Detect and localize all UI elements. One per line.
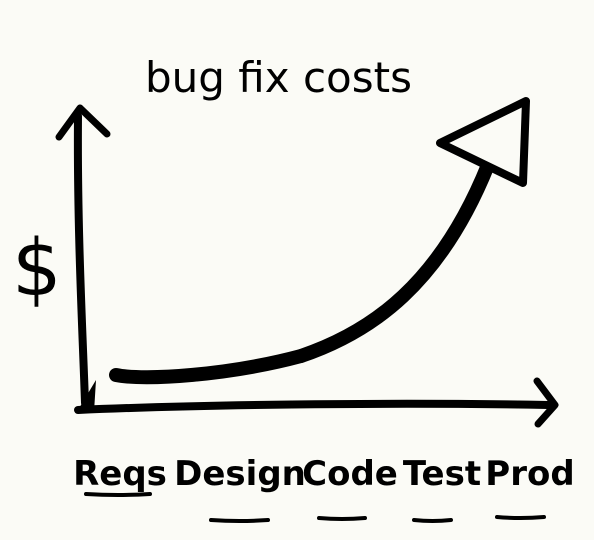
chart-title: bug fix costs [145,53,412,102]
x-axis-line [74,399,552,414]
cost-curve-arrowhead [436,97,530,187]
cost-curve-start [109,349,308,385]
x-tick-underlines [84,492,546,523]
series-layer [109,97,530,385]
x-axis-arrowhead [533,377,559,428]
x-tick-label-test: Test [403,454,481,494]
x-tick-underline-code [317,516,367,521]
x-tick-label-reqs: Reqs [73,454,167,494]
x-tick-underline-prod [495,515,546,520]
x-tick-underline-reqs [84,492,152,497]
y-axis-arrowhead [55,104,111,141]
x-tick-label-code: Code [302,454,398,494]
y-axis-line [73,112,89,407]
y-axis-label: $ [12,224,62,314]
x-tick-underline-test [412,518,453,523]
cost-curve-rise [294,158,495,363]
x-tick-label-prod: Prod [485,454,574,494]
x-tick-label-design: Design [174,454,306,494]
origin-corner-fill [78,380,96,412]
axes [55,104,559,428]
x-tick-underline-design [209,518,270,523]
